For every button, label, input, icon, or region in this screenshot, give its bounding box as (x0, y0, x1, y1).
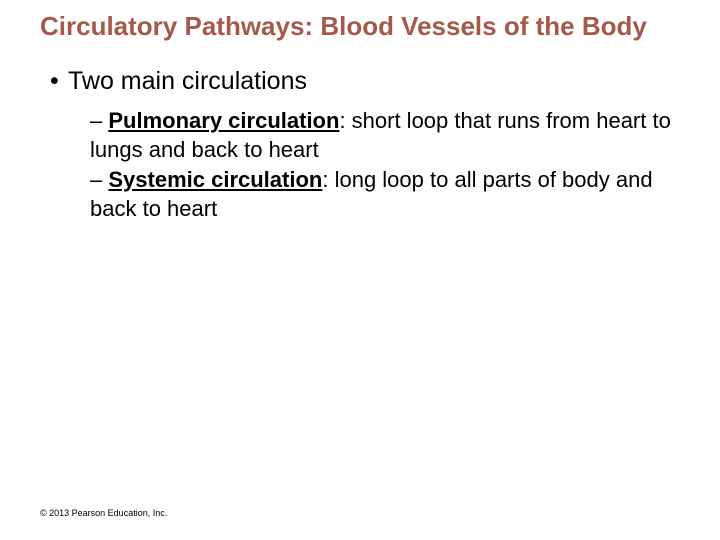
copyright-text: © 2013 Pearson Education, Inc. (40, 508, 167, 518)
slide-title: Circulatory Pathways: Blood Vessels of t… (0, 0, 720, 61)
bullet-level-1: •Two main circulations (0, 61, 720, 108)
bold-term: Systemic circulation (108, 167, 322, 192)
dash-marker: – (90, 107, 102, 136)
bullet-level-2-item: – Pulmonary circulation: short loop that… (0, 107, 720, 166)
bullet-level-2-item: – Systemic circulation: long loop to all… (0, 166, 720, 225)
dash-marker: – (90, 166, 102, 195)
bold-term: Pulmonary circulation (108, 108, 339, 133)
bullet-level-1-text: Two main circulations (68, 67, 307, 95)
bullet-marker: • (50, 65, 68, 98)
